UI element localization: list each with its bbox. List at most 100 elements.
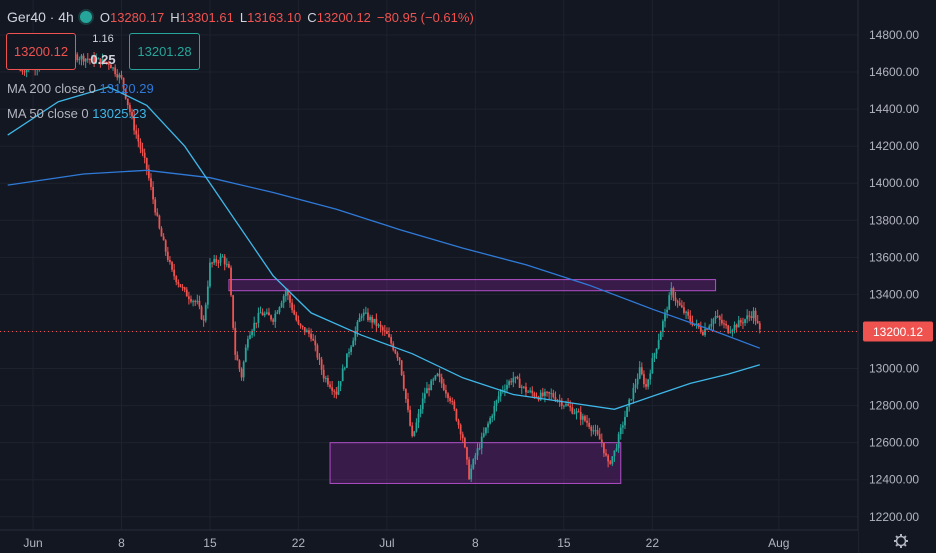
candle-body [605,453,607,456]
candle-body [706,328,709,330]
candle-body [758,323,761,330]
candle-body [251,330,253,336]
candle-body [377,324,380,326]
candle-body [185,289,188,297]
price-tick-label: 12400.00 [869,473,919,487]
candle-body [141,148,144,153]
candle-body [375,318,378,326]
candle-body [219,256,222,263]
candle-body [194,301,197,303]
candle-body [729,331,732,333]
candle-body [546,391,548,393]
candle-body [101,59,104,65]
candle-body [116,74,119,78]
candle-body [373,318,376,323]
candle-body [303,327,306,333]
candle-body [565,404,567,406]
ma50-legend[interactable]: MA 50 close 0 13025.23 [7,106,147,121]
candle-body [169,259,171,263]
sell-button[interactable]: 13200.12 [6,33,76,70]
candle-body [272,319,275,322]
candle-body [156,212,159,216]
candle-body [676,301,679,303]
candle-body [699,327,702,332]
candle-body [339,381,342,387]
candle-body [417,413,420,423]
candle-body [190,299,192,302]
candle-body [265,312,268,314]
candle-body [110,64,112,69]
candle-body [381,327,384,331]
price-tick-label: 13800.00 [869,213,919,227]
high-value: 13301.61 [179,9,234,25]
candle-body [432,379,435,381]
candle-body [617,434,620,449]
buy-button[interactable]: 13201.28 [129,33,200,70]
candle-body [512,378,515,383]
candle-body [386,331,388,334]
candle-body [211,262,213,264]
time-axis [0,530,858,553]
candle-body [596,430,599,435]
candle-body [268,312,270,316]
candle-body [232,295,235,328]
candle-body [324,378,327,380]
candle-body [84,58,87,62]
candle-body [514,376,517,379]
candle-body [680,305,683,308]
candle-body [204,304,207,321]
candle-body [702,331,704,336]
candle-body [215,258,218,263]
candle-body [478,448,481,450]
candle-body [234,327,237,355]
low-key: L [239,9,248,25]
candle-body [192,301,195,303]
candle-body [672,288,675,298]
candle-body [238,360,241,369]
candle-body [329,384,331,388]
gear-icon[interactable] [894,534,908,548]
price-axis [858,0,936,553]
candle-body [522,386,525,388]
candle-body [179,284,182,288]
ma200-line [7,169,761,349]
candle-body [624,416,626,426]
candle-body [746,315,749,320]
candle-body [476,448,479,456]
candle-body [137,134,140,142]
ma200-label: MA 200 close 0 [7,81,96,96]
candle-body [187,296,190,300]
candle-body [733,324,736,331]
candle-body [447,393,449,399]
candle-body [124,88,127,99]
last-price-tag [863,321,933,342]
candle-body [244,347,247,362]
candle-body [335,391,338,395]
time-tick-label: 8 [118,536,125,550]
candle-body [160,228,163,237]
candle-body [362,312,365,316]
candle-body [289,295,291,303]
time-tick-label: 22 [292,536,306,550]
candle-body [632,387,635,400]
candle-body [152,186,154,200]
candle-body [95,59,98,63]
candle-body [183,287,186,290]
candle-body [592,430,595,432]
candle-body [91,56,93,60]
ma200-legend[interactable]: MA 200 close 0 13120.29 [7,81,154,96]
candle-body [352,340,355,347]
candle-body [198,300,201,307]
candle-body [228,264,230,268]
interval-label[interactable]: 4h [58,9,74,25]
candle-body [236,354,239,361]
candle-body [242,361,245,378]
candle-body [440,377,443,384]
candle-body [166,251,169,260]
symbol-name[interactable]: Ger40 [7,9,46,25]
spread-value: 0.25 [90,52,116,67]
candle-body [139,141,142,149]
candle-body [731,330,734,332]
candle-body [609,461,612,464]
